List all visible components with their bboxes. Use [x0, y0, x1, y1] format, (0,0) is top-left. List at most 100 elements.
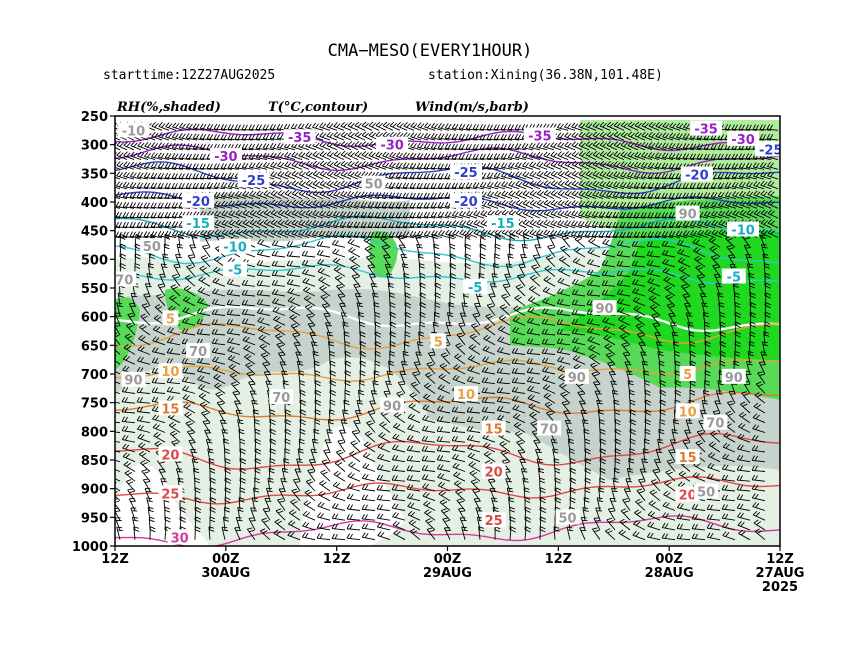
wind-barb	[592, 131, 604, 141]
y-tick-label: 900	[81, 483, 108, 498]
start-time-label: starttime:12Z27AUG2025	[103, 68, 275, 83]
contour-label: -20	[454, 195, 478, 210]
y-tick-label: 550	[81, 282, 108, 297]
wind-barb	[410, 122, 422, 131]
wind-barb	[571, 131, 583, 141]
x-tick-date: 29AUG	[423, 566, 472, 581]
wind-barb	[417, 132, 429, 141]
contour-label: 70	[706, 417, 724, 432]
wind-barb	[437, 133, 450, 141]
wind-barbs	[115, 121, 779, 541]
wind-barb	[578, 131, 590, 141]
wind-barb	[486, 134, 499, 141]
wind-barb	[206, 123, 219, 131]
wind-barb	[165, 132, 177, 141]
wind-barb	[620, 121, 632, 131]
contour-label: -5	[228, 264, 242, 279]
contour-label: 70	[272, 391, 290, 406]
wind-barb	[759, 133, 772, 141]
contour-label: 70	[189, 345, 207, 360]
wind-barb	[255, 124, 268, 131]
wind-barb	[606, 121, 618, 131]
wind-barb	[172, 122, 184, 131]
wind-barb	[262, 133, 275, 141]
x-tick-date: 27AUG	[756, 566, 805, 581]
wind-barb	[662, 132, 674, 141]
contour-label: 50	[697, 486, 715, 501]
contour-label: 50	[365, 178, 383, 193]
wind-legend-label: Wind(m/s,barb)	[415, 100, 529, 115]
isotherm-line	[115, 432, 780, 470]
wind-barb	[417, 122, 429, 131]
wind-barb	[361, 121, 373, 131]
wind-barb	[192, 143, 205, 151]
wind-barb	[241, 124, 254, 131]
wind-barb	[669, 132, 681, 141]
wind-barb	[648, 131, 660, 141]
wind-barb	[185, 122, 198, 131]
wind-barb	[556, 122, 569, 131]
wind-barb	[115, 142, 121, 151]
contour-label: -10	[122, 124, 146, 139]
contour-label: 15	[485, 422, 503, 437]
contour-label: 20	[485, 465, 503, 480]
wind-barb	[613, 121, 625, 131]
wind-barb	[479, 134, 492, 141]
wind-barb	[347, 131, 359, 141]
rh-region-90-left	[115, 297, 140, 370]
y-tick-label: 450	[81, 225, 108, 240]
contour-label: 30	[171, 531, 189, 546]
wind-barb	[431, 122, 443, 131]
wind-barb	[319, 122, 331, 131]
wind-barb	[234, 124, 247, 131]
contour-label: 90	[595, 302, 613, 317]
y-tick-label: 350	[81, 167, 108, 182]
isotherm-line	[115, 128, 780, 152]
wind-barb	[185, 133, 198, 141]
wind-barb	[731, 124, 744, 131]
wind-barb	[116, 141, 128, 151]
wind-barb	[151, 121, 163, 131]
wind-barb	[592, 121, 604, 131]
wind-barb	[241, 134, 254, 141]
wind-barb	[486, 124, 499, 131]
contour-label: 50	[559, 511, 577, 526]
wind-barb	[578, 122, 590, 131]
contour-label: -15	[491, 217, 515, 232]
isotherm-line	[115, 359, 780, 382]
wind-barb	[724, 124, 737, 131]
wind-barb	[361, 131, 373, 141]
wind-barb	[641, 121, 653, 131]
y-tick-label: 850	[81, 454, 108, 469]
wind-barb	[255, 133, 268, 141]
contour-label: -10	[731, 224, 755, 239]
wind-barb	[326, 122, 338, 131]
wind-barb	[493, 134, 506, 141]
temperature-legend-label: T(°C,contour)	[268, 100, 368, 115]
contour-label: 70	[115, 273, 133, 288]
wind-barb	[738, 124, 751, 131]
wind-barb	[493, 124, 506, 131]
contour-label: -30	[380, 139, 404, 154]
wind-barb	[248, 134, 261, 141]
contour-label: 50	[143, 240, 161, 255]
wind-barb	[151, 142, 163, 151]
contour-label: -25	[454, 166, 478, 181]
contour-label: -25	[759, 143, 783, 158]
wind-barb	[178, 143, 191, 151]
wind-barb	[745, 124, 758, 131]
x-tick-year: 2025	[762, 580, 798, 595]
wind-barb	[213, 133, 226, 141]
contour-label: -30	[214, 150, 238, 165]
wind-barb	[599, 131, 611, 141]
wind-barb	[564, 132, 576, 141]
contour-label: 15	[161, 402, 179, 417]
wind-barb	[424, 122, 436, 131]
wind-barb	[164, 142, 177, 151]
wind-barb	[634, 121, 646, 131]
wind-barb	[347, 121, 359, 131]
contour-label: 5	[166, 312, 175, 327]
wind-barb	[465, 123, 478, 131]
